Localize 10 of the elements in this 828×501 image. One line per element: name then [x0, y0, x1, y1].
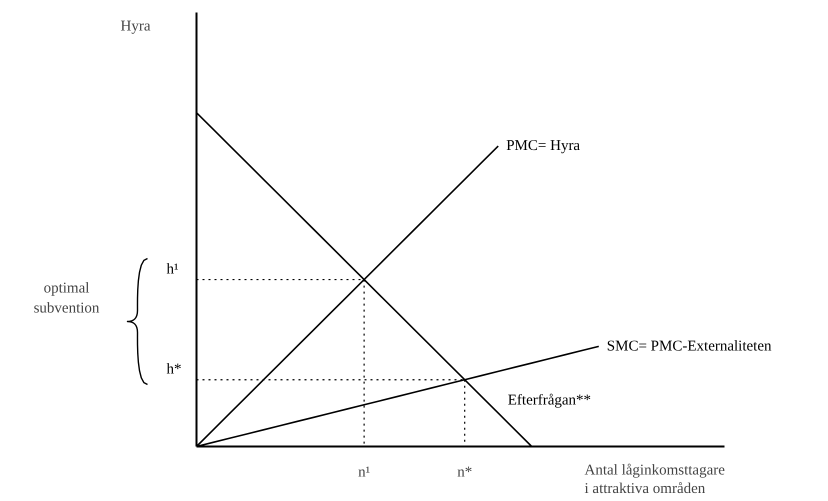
x-axis-title: Antal låginkomsttagare i attraktiva områden [584, 462, 726, 497]
series-label: Efterfrågan** [508, 392, 592, 408]
x-tick-label: n¹ [358, 464, 370, 480]
series-label: PMC= Hyra [506, 138, 580, 154]
series-label: h* [166, 362, 182, 378]
x-tick-label: n* [457, 464, 472, 480]
text: optimal subvention [34, 280, 100, 316]
series-label: h¹ [166, 262, 178, 278]
series-label: SMC= PMC-Externaliteten [606, 338, 772, 354]
text: Hyra [120, 18, 151, 34]
